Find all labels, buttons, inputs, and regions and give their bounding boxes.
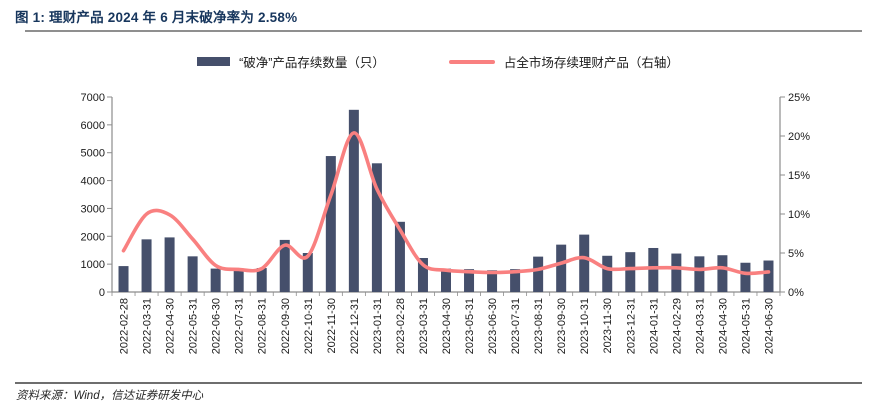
bar (394, 221, 405, 292)
x-axis-category-label: 2024-05-31 (740, 298, 752, 354)
left-axis-tick-label: 2000 (81, 231, 105, 243)
bar (325, 156, 336, 292)
x-axis-category-label: 2022-10-31 (303, 298, 315, 354)
x-axis-category-label: 2022-12-31 (349, 298, 361, 354)
x-axis-category-label: 2024-06-30 (763, 298, 775, 354)
x-axis-category-label: 2022-09-30 (280, 298, 292, 354)
bar (740, 262, 751, 292)
bar (279, 239, 290, 292)
right-axis-tick-label: 0% (788, 287, 804, 299)
trend-line (121, 131, 771, 276)
left-axis-tick-label: 0 (99, 287, 105, 299)
x-axis-category-label: 2023-02-28 (395, 298, 407, 354)
bar (233, 269, 244, 292)
left-axis-tick-label: 5000 (81, 148, 105, 160)
bar (694, 256, 705, 292)
bar (441, 268, 451, 292)
bar (256, 268, 267, 292)
x-axis-category-label: 2023-11-30 (602, 298, 614, 353)
bar (141, 239, 152, 292)
right-axis-tick-label: 5% (788, 248, 804, 260)
bar (556, 244, 567, 292)
x-axis-category-label: 2023-01-31 (372, 298, 384, 354)
bar (118, 266, 129, 292)
right-axis-tick-label: 20% (788, 131, 810, 143)
bar (348, 109, 359, 292)
bar (210, 268, 221, 292)
bar (648, 247, 659, 292)
x-axis-category-label: 2022-11-30 (326, 298, 338, 353)
x-axis-category-label: 2022-03-31 (142, 298, 154, 354)
bar (487, 270, 498, 292)
x-axis-category-label: 2023-10-31 (579, 298, 591, 354)
left-axis-tick-label: 1000 (81, 259, 105, 271)
bar (763, 260, 774, 292)
left-axis-tick-label: 4000 (81, 176, 105, 188)
bar (464, 269, 475, 292)
legend-item-line-series: 占全市场存续理财产品（右轴） (448, 52, 679, 71)
x-axis-category-label: 2023-12-31 (625, 298, 637, 354)
x-axis-category-label: 2022-06-30 (211, 298, 223, 354)
source-note: 资料来源：Wind，信达证券研发中心 (16, 390, 204, 402)
bar (371, 163, 382, 292)
left-axis-tick-label: 6000 (81, 120, 105, 132)
bar (417, 258, 428, 292)
x-axis-category-label: 2023-07-31 (510, 298, 522, 354)
bar (671, 253, 682, 292)
left-axis-tick-label: 7000 (81, 92, 105, 104)
bar (533, 256, 544, 292)
bar (625, 252, 636, 292)
right-axis-tick-label: 10% (788, 209, 810, 221)
x-axis-category-label: 2023-09-30 (556, 298, 568, 354)
footer-divider (15, 382, 862, 384)
line-series-swatch-icon (448, 59, 495, 64)
x-axis-category-label: 2024-03-31 (694, 298, 706, 354)
x-axis-category-label: 2023-04-30 (441, 298, 453, 354)
x-axis-category-label: 2023-06-30 (487, 298, 499, 354)
bar (579, 234, 590, 292)
x-axis-category-label: 2023-03-31 (418, 298, 430, 354)
bar (510, 269, 521, 292)
x-axis-category-label: 2023-08-31 (533, 298, 545, 354)
x-axis-category-label: 2022-08-31 (257, 298, 269, 354)
x-axis-category-label: 2024-01-31 (648, 298, 660, 354)
title-divider (25, 30, 862, 32)
x-axis-category-label: 2022-07-31 (234, 298, 246, 354)
bar (717, 255, 728, 292)
chart-legend: “破净”产品存续数量（只） 占全市场存续理财产品（右轴） (0, 52, 876, 71)
legend-line-label: 占全市场存续理财产品（右轴） (503, 56, 679, 70)
x-axis-category-label: 2024-04-30 (717, 298, 729, 354)
bar (187, 256, 198, 292)
bar (164, 237, 175, 292)
right-axis-tick-label: 15% (788, 170, 810, 182)
x-axis-category-label: 2023-05-31 (464, 298, 476, 354)
legend-item-bar-series: “破净”产品存续数量（只） (197, 52, 385, 71)
bar (602, 255, 613, 292)
x-axis-category-label: 2022-05-31 (188, 298, 200, 354)
x-axis-category-label: 2022-04-30 (165, 298, 177, 354)
bar-series-swatch-icon (197, 57, 231, 66)
combo-chart: 0 1000 2000 3000 4000 5000 6000 7000 0% 5% 10% 15% 2… (81, 92, 811, 354)
bar (302, 253, 313, 292)
legend-bar-label: “破净”产品存续数量（只） (239, 56, 385, 70)
figure-title: 图 1: 理财产品 2024 年 6 月末破净率为 2.58% (15, 10, 298, 25)
x-axis-category-label: 2024-02-29 (671, 298, 683, 354)
left-axis-tick-label: 3000 (81, 203, 105, 215)
right-axis-tick-label: 25% (788, 92, 810, 104)
x-axis-category-label: 2022-02-28 (119, 298, 131, 354)
